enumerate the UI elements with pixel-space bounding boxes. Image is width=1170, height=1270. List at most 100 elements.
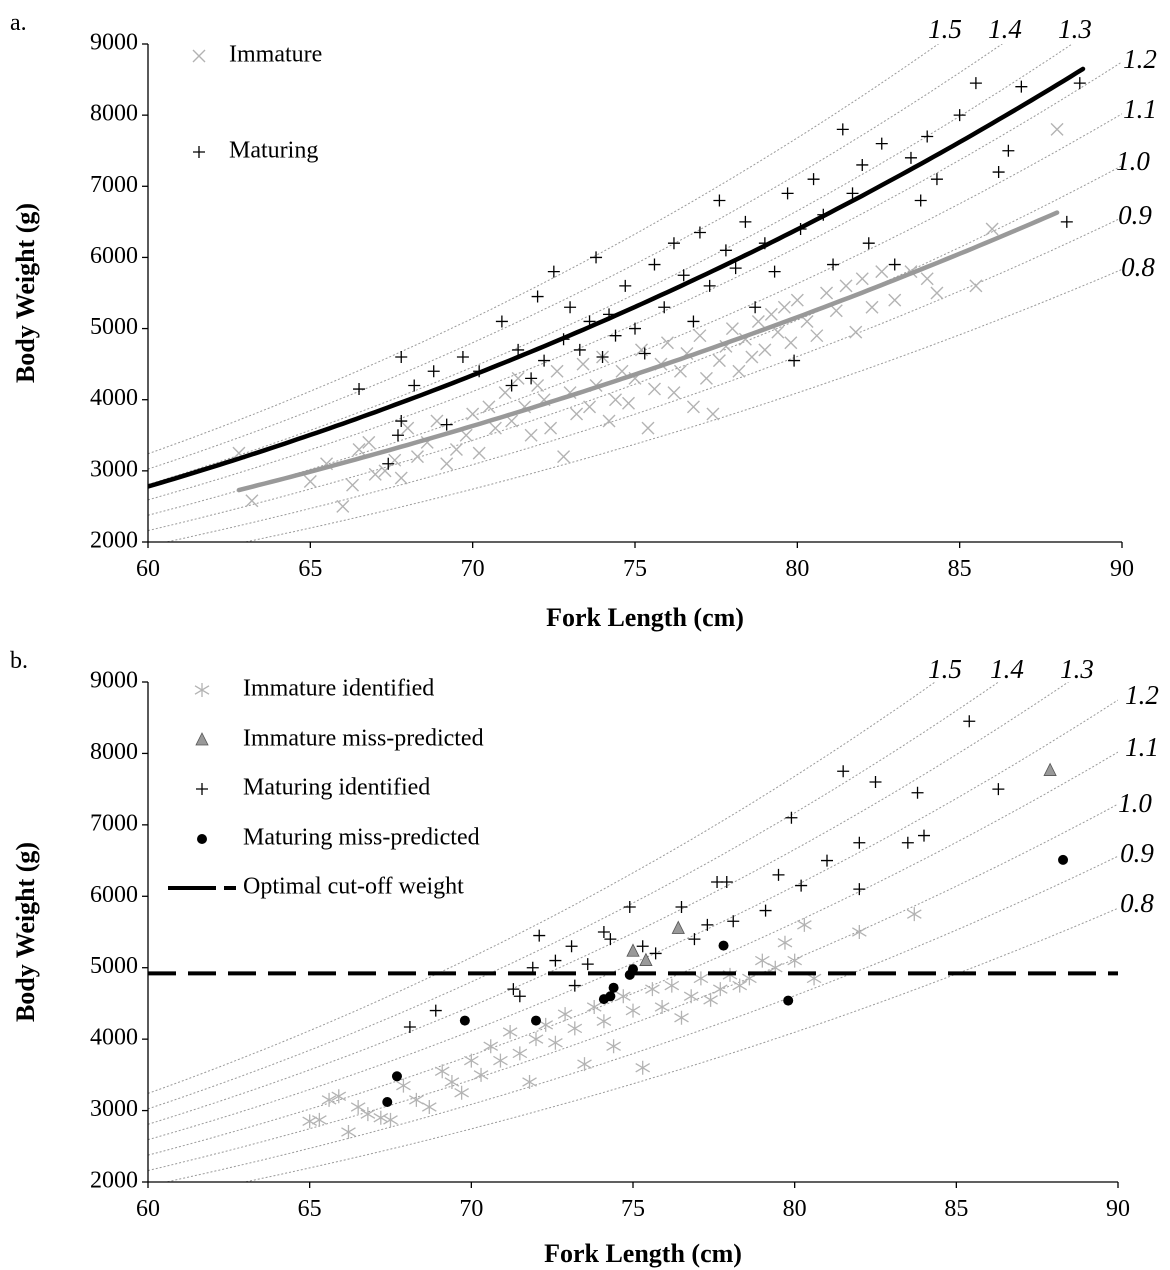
data-point	[687, 315, 700, 328]
condition-label-1.5: 1.5	[928, 14, 962, 44]
data-point	[921, 130, 934, 143]
data-point	[918, 829, 930, 842]
data-point	[703, 279, 716, 292]
data-point	[636, 940, 649, 953]
data-point	[992, 166, 1005, 179]
data-point	[341, 1125, 356, 1139]
x-tick-label: 85	[944, 1196, 968, 1222]
data-point	[567, 1021, 583, 1036]
data-point	[615, 989, 631, 1004]
data-point	[401, 421, 415, 435]
data-point	[512, 343, 525, 356]
y-tick-label: 9000	[90, 668, 138, 694]
data-point	[788, 354, 801, 367]
data-point	[502, 1025, 518, 1039]
data-point	[512, 1046, 528, 1061]
x-tick-label: 85	[948, 556, 972, 582]
data-point	[751, 314, 765, 328]
x-tick-label: 60	[136, 556, 160, 582]
data-point	[473, 1067, 489, 1082]
data-point	[664, 978, 680, 993]
plot-area	[302, 715, 1069, 1139]
condition-curve-0.9	[164, 855, 1118, 1182]
plot-area	[148, 66, 1086, 513]
x-tick-label: 60	[136, 1196, 160, 1222]
data-point	[568, 979, 581, 992]
data-point	[625, 1003, 641, 1018]
data-point	[597, 926, 610, 938]
x-tick-label: 90	[1106, 1196, 1130, 1222]
condition-label-1.0: 1.0	[1116, 146, 1150, 176]
data-point	[732, 978, 748, 993]
data-point	[507, 983, 520, 996]
data-point	[654, 1000, 670, 1014]
y-tick-label: 4000	[90, 1025, 138, 1051]
condition-curve-1.0	[148, 165, 1122, 532]
x-tick-label: 75	[621, 1196, 645, 1222]
data-point	[785, 811, 798, 824]
data-point	[1015, 80, 1028, 93]
data-point	[725, 322, 739, 336]
data-point	[768, 265, 781, 278]
data-point	[985, 222, 999, 236]
data-point	[440, 457, 454, 471]
data-point	[577, 1057, 592, 1072]
data-point	[409, 1092, 424, 1107]
data-point	[626, 943, 640, 957]
data-point	[821, 854, 833, 867]
data-point	[930, 173, 943, 186]
data-point	[557, 1007, 573, 1022]
data-point	[754, 953, 770, 968]
x-tick-label: 80	[783, 1196, 807, 1222]
data-point	[449, 443, 463, 457]
legend-label: Immature identified	[243, 676, 434, 702]
data-point	[488, 421, 502, 435]
data-point	[427, 365, 440, 378]
condition-curve-1.5	[148, 44, 940, 455]
data-point	[408, 379, 421, 392]
data-point	[360, 1107, 376, 1122]
data-point	[609, 393, 623, 407]
legend-label: Immature miss-predicted	[243, 726, 484, 752]
condition-label-1.5: 1.5	[928, 654, 962, 684]
x-tick-label: 80	[785, 556, 809, 582]
legend-label: Maturing	[229, 138, 318, 164]
data-point	[531, 378, 545, 392]
condition-label-1.1: 1.1	[1123, 94, 1157, 124]
data-point	[660, 336, 674, 350]
legend-marker	[192, 49, 206, 63]
data-point	[395, 351, 408, 364]
condition-label-1.0: 1.0	[1118, 788, 1152, 818]
y-tick-label: 8000	[90, 739, 138, 765]
data-point	[533, 929, 546, 942]
data-point	[495, 315, 508, 328]
series-maturing-miss-predicted	[382, 854, 1069, 1107]
data-point	[703, 992, 718, 1007]
data-point	[548, 1035, 563, 1050]
data-point	[303, 475, 317, 489]
legend: Immature identified Immature miss-predict…	[168, 676, 484, 900]
data-point	[619, 279, 632, 292]
data-point	[1043, 762, 1057, 776]
data-point	[869, 776, 882, 788]
condition-curve-1.2	[148, 699, 1118, 1141]
y-tick-label: 6000	[90, 882, 138, 908]
data-point	[373, 1110, 389, 1125]
data-point	[391, 429, 404, 442]
data-point	[795, 879, 808, 892]
data-point	[712, 354, 726, 368]
data-point	[321, 1092, 337, 1107]
series-immature-identified	[302, 907, 922, 1139]
legend-marker	[194, 683, 210, 697]
legend: Immature Maturing	[192, 42, 322, 164]
data-point	[677, 269, 690, 282]
data-point	[557, 450, 571, 464]
data-point	[911, 786, 924, 799]
data-point	[513, 990, 526, 1003]
data-point	[720, 876, 733, 888]
data-point	[693, 226, 706, 239]
condition-label-1.2: 1.2	[1125, 680, 1159, 710]
data-point	[759, 904, 772, 917]
y-tick-label: 4000	[90, 385, 138, 411]
data-point	[784, 336, 798, 350]
